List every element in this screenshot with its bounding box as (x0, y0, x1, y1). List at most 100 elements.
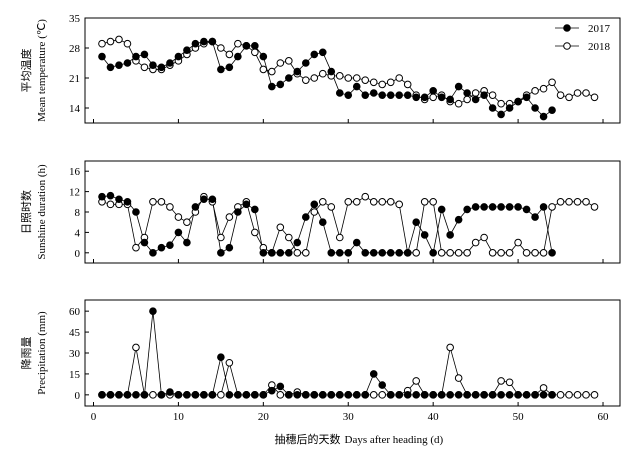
panel3-point-2017 (344, 391, 353, 399)
panel1-point-2017 (454, 82, 463, 91)
panel2-point-2017 (191, 203, 200, 211)
panel1-point-2017 (335, 89, 344, 97)
panel1-point-2017 (497, 110, 505, 119)
panel1-point-2017 (352, 82, 361, 91)
panel3-point-2017 (268, 386, 276, 395)
panel2-point-2017 (386, 249, 395, 257)
panel2-point-2017 (505, 203, 514, 211)
panel1-point-2017 (242, 42, 251, 50)
panel1-ylabel-cn: 平均温度 (19, 49, 33, 93)
panel3-point-2018 (378, 391, 387, 399)
panel1-point-2018 (488, 91, 497, 99)
panel2-point-2017 (293, 238, 302, 247)
panel2-point-2017 (488, 203, 497, 211)
panel1-y-tick-label: 21 (69, 73, 80, 85)
panel2-point-2017 (200, 195, 208, 204)
panel1-point-2017 (514, 97, 522, 106)
panel2-point-2018 (174, 213, 183, 221)
panel2-point-2018 (539, 249, 548, 257)
panel1-point-2017 (293, 67, 302, 76)
panel2-point-2017 (463, 205, 471, 214)
panel1-point-2017 (234, 52, 242, 61)
panel3-point-2017 (352, 391, 361, 399)
panel2-point-2018 (344, 198, 353, 206)
panel1-point-2018 (539, 84, 548, 93)
panel2-point-2017 (225, 243, 234, 252)
panel3-point-2017 (174, 391, 183, 399)
panel3-point-2017 (446, 391, 454, 399)
panel2-point-2017 (454, 215, 463, 224)
panel2-y-tick-label: 12 (69, 187, 80, 199)
panel3-y-tick-label: 30 (69, 348, 81, 360)
panel2-point-2018 (157, 198, 166, 206)
panel3-point-2017 (251, 391, 259, 399)
panel3-point-2017 (259, 391, 268, 399)
panel3-point-2017 (437, 391, 446, 399)
panel3-frame (84, 299, 621, 407)
panel3-point-2017 (369, 370, 378, 378)
panel2-point-2017 (352, 238, 361, 247)
panel2-point-2017 (522, 205, 531, 214)
panel2-point-2018 (251, 228, 259, 237)
panel1-point-2018 (590, 93, 599, 102)
panel1-point-2017 (259, 52, 268, 61)
panel2-point-2017 (369, 249, 378, 257)
panel2-y-tick-label: 0 (75, 248, 81, 260)
panel2-point-2017 (344, 249, 353, 257)
panel1-point-2018 (123, 39, 132, 48)
panel3-point-2017 (480, 391, 488, 399)
panel2-point-2017 (183, 238, 191, 247)
panel1-point-2017 (268, 82, 276, 91)
panel3-point-2017 (548, 391, 556, 399)
x-axis-title-cn: 抽穗后的天数 (275, 432, 341, 446)
panel1-point-2017 (285, 74, 293, 82)
panel2-point-2017 (310, 200, 319, 209)
panel3-line-2017 (101, 311, 553, 396)
panel1-point-2018 (531, 87, 539, 95)
panel1-point-2018 (471, 89, 480, 97)
panel3-y-tick-label: 15 (69, 369, 81, 381)
panel1-point-2018 (234, 39, 242, 48)
panel1-point-2017 (471, 95, 480, 104)
panel2-point-2017 (242, 200, 251, 209)
panel3-point-2017 (335, 391, 344, 399)
panel2-point-2018 (454, 249, 463, 257)
panel3-point-2018 (454, 374, 463, 382)
panel1-point-2017 (149, 61, 157, 69)
panel1-point-2017 (437, 93, 446, 102)
panel2-point-2017 (106, 191, 115, 200)
panel1-point-2017 (98, 52, 106, 61)
panel1-point-2017 (420, 93, 429, 102)
panel1-point-2017 (412, 93, 420, 102)
panel2-point-2018 (590, 203, 599, 211)
panel3-point-2018 (497, 377, 505, 385)
panel1-point-2017 (208, 37, 217, 46)
panel2-point-2018 (582, 198, 590, 206)
legend-marker-2017 (563, 24, 571, 32)
panel1-point-2017 (369, 89, 378, 97)
panel1-point-2017 (115, 61, 123, 69)
panel3-ylabel-cn: 降雨量 (19, 337, 33, 370)
panel3-point-2018 (149, 391, 157, 399)
panel1-point-2017 (378, 91, 387, 99)
panel2-point-2017 (268, 249, 276, 257)
panel2-point-2018 (378, 198, 387, 206)
panel1-point-2018 (548, 78, 556, 87)
panel2-point-2017 (149, 249, 157, 257)
panel2-point-2017 (251, 205, 259, 214)
panel2-point-2018 (497, 249, 505, 257)
panel3-point-2017 (293, 391, 302, 399)
panel2-point-2017 (429, 249, 437, 257)
panel2-point-2017 (335, 249, 344, 257)
panel1-point-2018 (106, 37, 115, 46)
panel1-point-2018 (573, 89, 582, 97)
panel3-y-tick-label: 45 (69, 327, 81, 339)
panel3-point-2017 (454, 391, 463, 399)
panel2-point-2018 (522, 249, 531, 257)
panel1-point-2018 (565, 93, 573, 102)
panel1-y-tick-label: 14 (69, 103, 81, 115)
panel1-point-2017 (166, 59, 174, 67)
panel3-point-2017 (471, 391, 480, 399)
panel2-point-2018 (335, 233, 344, 242)
panel3-point-2017 (200, 391, 208, 399)
